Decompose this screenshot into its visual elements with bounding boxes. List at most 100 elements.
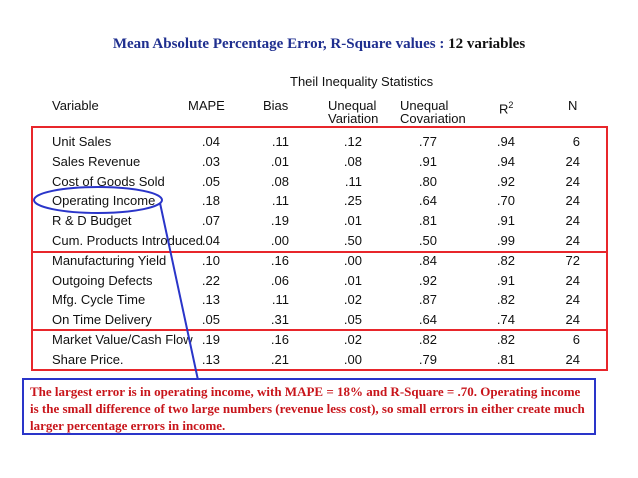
cell-covariation: .87: [418, 292, 437, 308]
cell-r2: .70: [496, 193, 515, 209]
cell-covariation: .81: [418, 213, 437, 229]
table-row: Outgoing Defects .22 .06 .01 .92 .91 24: [0, 270, 638, 290]
cell-n: 24: [565, 351, 580, 367]
cell-bias: .11: [271, 292, 289, 308]
cell-bias: .11: [271, 134, 289, 149]
cell-variable: Share Price.: [52, 351, 124, 367]
cell-r2: .94: [496, 153, 515, 169]
cell-covariation: .64: [418, 312, 437, 328]
cell-bias: .31: [270, 312, 289, 328]
cell-variation: .50: [343, 233, 362, 248]
cell-r2: .81: [496, 351, 515, 367]
cell-n: 6: [572, 134, 580, 149]
cell-mape: .03: [201, 153, 220, 169]
cell-r2: .91: [496, 272, 515, 288]
cell-mape: .04: [201, 233, 220, 248]
cell-r2: .99: [496, 233, 515, 248]
table-row: Cum. Products Introduced .04 .00 .50 .50 .99 2…: [0, 230, 638, 250]
cell-mape: .05: [201, 173, 220, 189]
cell-variation: .00: [343, 351, 362, 367]
cell-mape: .05: [201, 312, 220, 328]
table-row: Operating Income .18 .11 .25 .64 .70 24: [0, 190, 638, 210]
cell-variable: Market Value/Cash Flow: [52, 332, 193, 347]
cell-variation: .05: [343, 312, 362, 328]
cell-variable: Outgoing Defects: [52, 272, 153, 288]
cell-n: 24: [565, 312, 580, 328]
group-box-market: [31, 329, 608, 371]
cell-n: 24: [565, 272, 580, 288]
table-row: Unit Sales .04 .11 .12 .77 .94 6: [0, 131, 638, 151]
cell-r2: .91: [496, 213, 515, 229]
cell-n: 24: [565, 153, 580, 169]
cell-covariation: .64: [418, 193, 437, 209]
cell-variation: .02: [343, 292, 362, 308]
cell-r2: .82: [496, 252, 515, 268]
table-supertitle: Theil Inequality Statistics: [290, 74, 434, 89]
highlight-ellipse: [33, 186, 163, 214]
cell-covariation: .50: [418, 233, 437, 248]
slide-title-main: Mean Absolute Percentage Error, R-Square…: [112, 36, 449, 52]
cell-variable: R & D Budget: [52, 213, 132, 229]
cell-variable: Unit Sales: [52, 134, 112, 149]
table-row: R & D Budget .07 .19 .01 .81 .91 24: [0, 210, 638, 230]
header-unequal-variation-1: Unequal: [328, 98, 377, 113]
header-unequal-covariation-2: Covariation: [400, 111, 466, 126]
cell-variable: On Time Delivery: [52, 312, 152, 328]
cell-covariation: .80: [418, 173, 437, 189]
cell-r2: .92: [496, 173, 515, 189]
cell-n: 24: [565, 173, 580, 189]
cell-variable: Cost of Goods Sold: [52, 173, 165, 189]
cell-bias: .00: [270, 233, 289, 248]
cell-covariation: .84: [418, 252, 437, 268]
cell-mape: .13: [201, 351, 220, 367]
header-unequal-variation-2: Variation: [328, 111, 379, 126]
cell-covariation: .82: [418, 332, 437, 347]
cell-covariation: .91: [418, 153, 437, 169]
cell-bias: .19: [270, 213, 289, 229]
slide-title: Mean Absolute Percentage Error, R-Square…: [0, 36, 638, 53]
cell-n: 24: [565, 233, 580, 248]
cell-variable: Cum. Products Introduced: [52, 233, 204, 248]
cell-bias: .21: [270, 351, 289, 367]
cell-n: 72: [565, 252, 580, 268]
cell-bias: .11: [271, 193, 289, 209]
table-row: On Time Delivery .05 .31 .05 .64 .74 24: [0, 309, 638, 329]
cell-bias: .06: [270, 272, 289, 288]
table-row: Market Value/Cash Flow .19 .16 .02 .82 .82 6: [0, 329, 638, 349]
cell-mape: .10: [201, 252, 220, 268]
cell-n: 24: [565, 193, 580, 209]
cell-mape: .13: [201, 292, 220, 308]
header-n: N: [568, 98, 578, 113]
cell-bias: .16: [270, 252, 289, 268]
cell-variation: .12: [343, 134, 362, 149]
cell-variation: .01: [343, 213, 362, 229]
cell-variation: .25: [343, 193, 362, 209]
table-row: Share Price. .13 .21 .00 .79 .81 24: [0, 349, 638, 369]
cell-r2: .94: [496, 134, 515, 149]
cell-bias: .01: [270, 153, 289, 169]
cell-covariation: .92: [418, 272, 437, 288]
cell-variation: .02: [343, 332, 362, 347]
cell-mape: .18: [201, 193, 220, 209]
cell-variation: .11: [344, 173, 362, 189]
table-row: Manufacturing Yield .10 .16 .00 .84 .82 72: [0, 250, 638, 270]
header-r2-base: R: [499, 101, 509, 117]
cell-variable: Operating Income: [52, 193, 156, 209]
header-r2-superscript: 2: [508, 100, 514, 110]
cell-r2: .82: [496, 332, 515, 347]
header-variable: Variable: [52, 98, 99, 113]
table-row: Sales Revenue .03 .01 .08 .91 .94 24: [0, 151, 638, 171]
cell-variable: Sales Revenue: [52, 153, 141, 169]
cell-variable: Manufacturing Yield: [52, 252, 167, 268]
cell-mape: .04: [201, 134, 220, 149]
header-r-squared: R2: [499, 99, 513, 115]
header-bias: Bias: [263, 98, 289, 113]
cell-covariation: .77: [418, 134, 437, 149]
annotation-line: [159, 202, 199, 381]
explanation-note: The largest error is in operating income…: [22, 378, 596, 435]
cell-variation: .08: [343, 153, 362, 169]
cell-n: 24: [565, 213, 580, 229]
cell-mape: .22: [201, 272, 220, 288]
cell-r2: .82: [496, 292, 515, 308]
